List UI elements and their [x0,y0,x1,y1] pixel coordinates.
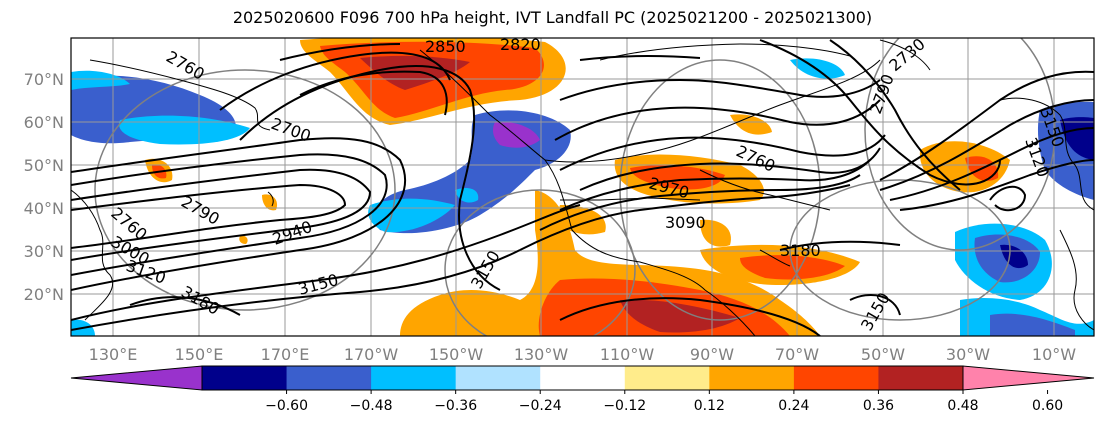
map-layers [71,38,1094,336]
colorbar: −0.60 −0.48 −0.36 −0.24 −0.12 0.12 0.24 0.36 0.4… [70,365,1095,414]
colorbar-extend-low [70,365,203,391]
lon-label: 90°W [690,345,734,364]
lon-label: 70°W [775,345,819,364]
lon-label: 30°W [946,345,990,364]
lon-label: 130°W [514,345,569,364]
colorbar-tick-label: 0.60 [1032,398,1063,414]
colorbar-segment [286,366,372,390]
colorbar-segment [624,366,710,390]
contour-label: 3180 [780,241,821,260]
lat-label: 50°N [24,156,64,175]
lon-label: 150°E [175,345,224,364]
colorbar-segment [709,366,795,390]
colorbar-segment [455,366,541,390]
lon-label: 10°W [1032,345,1076,364]
longitude-labels: 130°E 150°E 170°E 170°W 150°W 130°W 110°… [89,345,1077,364]
colorbar-tick-label: 0.12 [694,398,725,414]
lat-label: 70°N [24,70,64,89]
lon-label: 50°W [861,345,905,364]
colorbar-tick-label: −0.48 [350,398,393,414]
lat-label: 60°N [24,113,64,132]
contour-label: 2850 [425,37,466,56]
colorbar-segment [878,366,964,390]
colorbar-extend-high [962,365,1095,391]
contour-label: 3090 [665,213,706,232]
colorbar-tick-label: −0.24 [519,398,562,414]
lon-label: 130°E [89,345,138,364]
colorbar-tick-label: 0.48 [947,398,978,414]
colorbar-segment [202,366,288,390]
lon-label: 170°W [344,345,399,364]
colorbar-segment [793,366,879,390]
graticule [71,38,1094,336]
map-frame [70,37,1095,337]
colorbar-segment [371,366,457,390]
lat-label: 20°N [24,285,64,304]
colorbar-segment [540,366,626,390]
colorbar-tick-label: −0.12 [603,398,646,414]
colorbar-tick-label: −0.60 [265,398,308,414]
gray-contours [94,38,1056,336]
lon-label: 110°W [600,345,655,364]
map-title: 2025020600 F096 700 hPa height, IVT Land… [232,8,873,27]
colorbar-tick-label: 0.36 [863,398,894,414]
colorbar-tick-label: −0.36 [434,398,477,414]
lat-label: 30°N [24,242,64,261]
colorbar-tick-label: 0.24 [778,398,809,414]
lon-label: 170°E [261,345,310,364]
latitude-labels: 70°N 60°N 50°N 40°N 30°N 20°N [24,70,64,304]
height-contours [71,39,1094,336]
lat-label: 40°N [24,199,64,218]
colorbar-outline [201,365,964,391]
contour-label: 2820 [500,35,541,54]
lon-label: 150°W [429,345,484,364]
